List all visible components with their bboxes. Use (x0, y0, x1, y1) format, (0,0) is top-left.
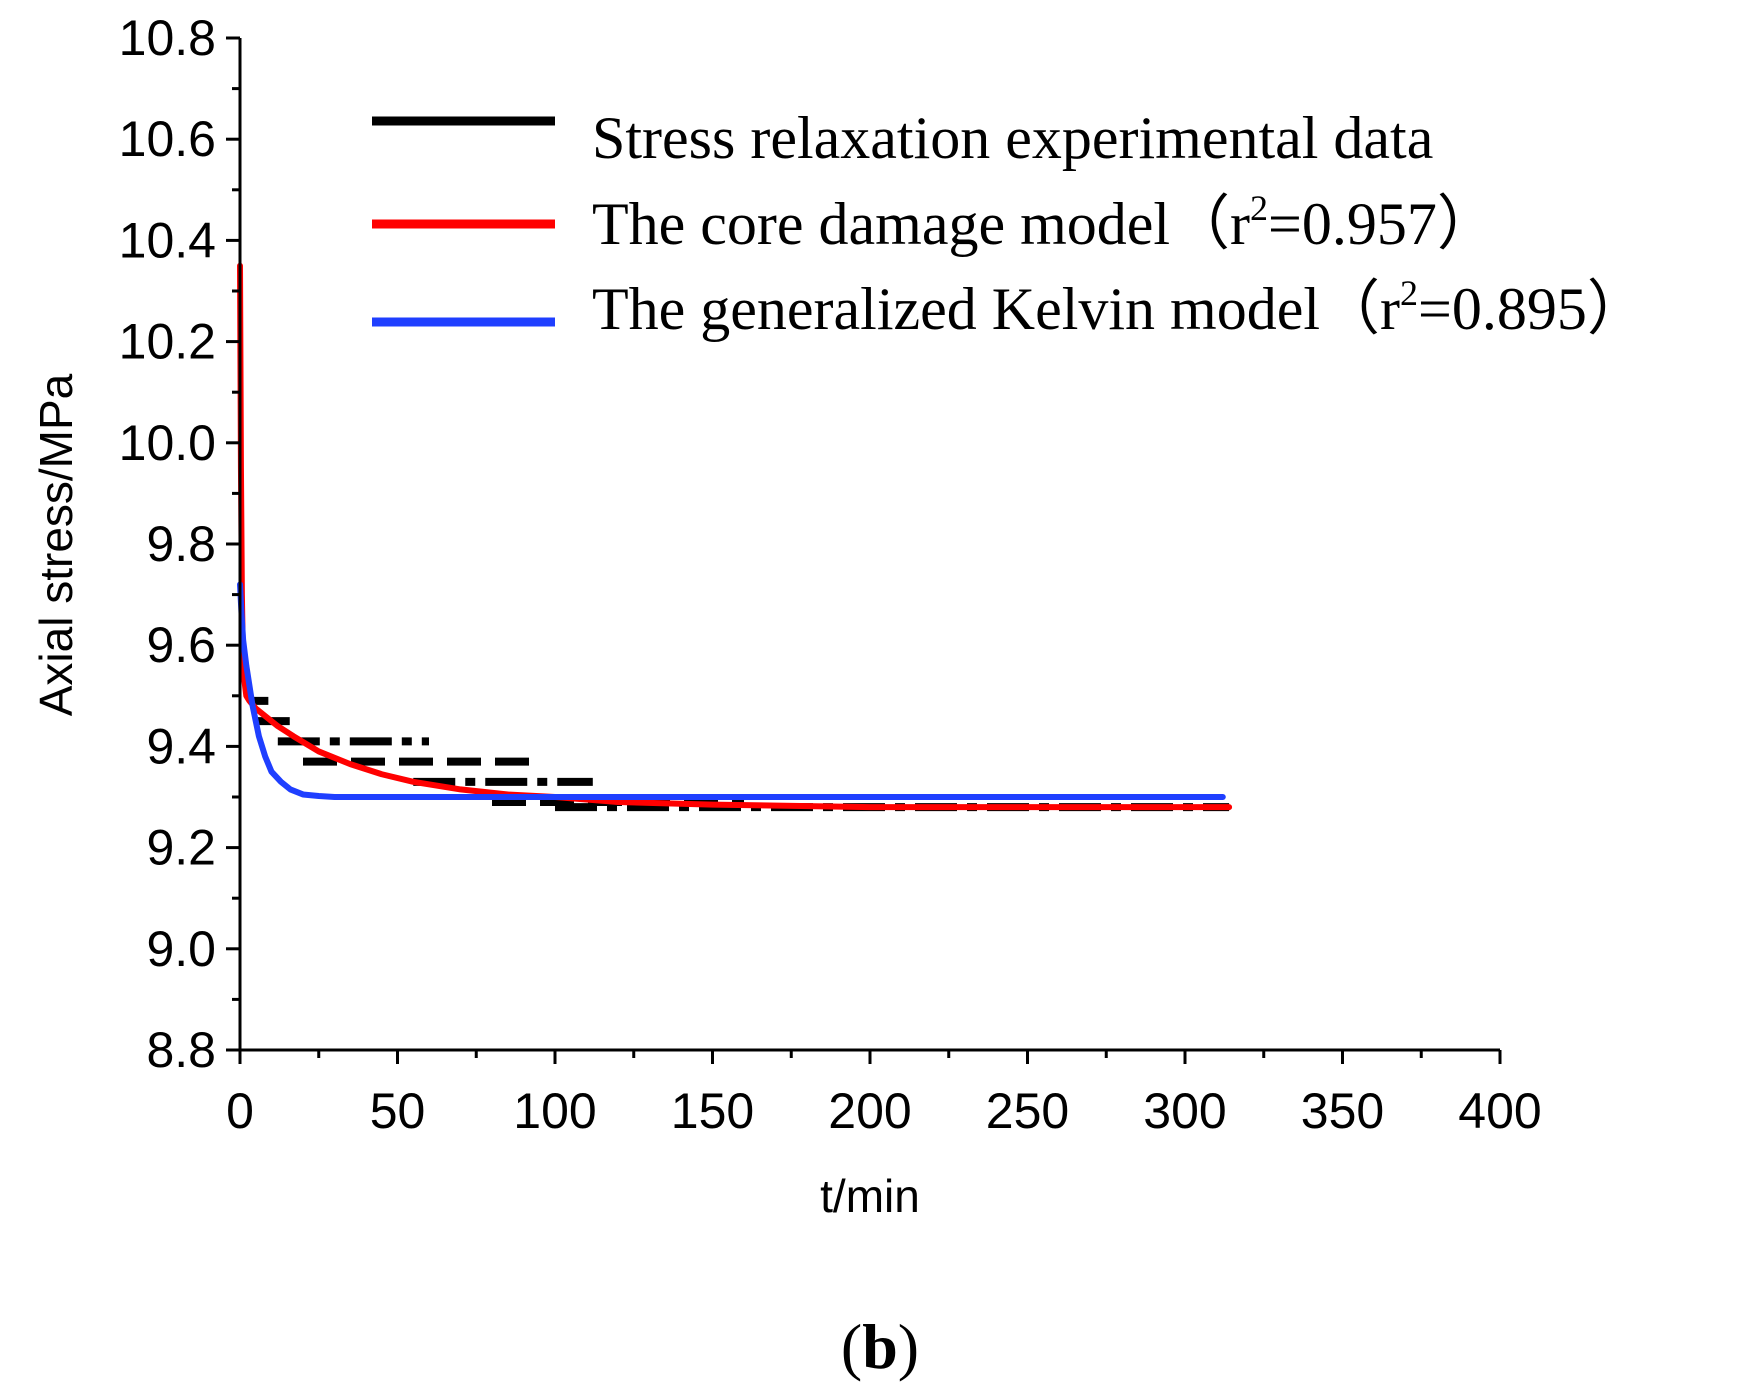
legend-kelvin-superscript: 2 (1400, 273, 1418, 313)
x-tick-label: 400 (1458, 1083, 1541, 1139)
legend-core-damage-text: The core damage model（r (592, 191, 1250, 257)
panel-label-letter: b (862, 1311, 898, 1382)
y-tick-label: 10.2 (119, 314, 216, 370)
x-tick-label: 250 (986, 1083, 1069, 1139)
legend-core-damage-superscript: 2 (1250, 188, 1268, 228)
legend-label-core-damage: The core damage model（r2=0.957） (592, 188, 1497, 257)
panel-label-open: ( (841, 1311, 862, 1382)
x-tick-label: 150 (671, 1083, 754, 1139)
y-ticks: 8.8 9.0 9.2 9.4 9.6 9.8 10.0 10.2 10.4 10.6 10.8 (119, 10, 240, 1078)
x-tick-label: 0 (226, 1083, 254, 1139)
legend-kelvin-r2: =0.895） (1418, 276, 1647, 342)
x-ticks: 0 50 100 150 200 250 300 350 400 (226, 1050, 1542, 1139)
panel-label-close: ) (898, 1311, 919, 1382)
kelvin-model-curve (237, 581, 1226, 800)
y-tick-label: 10.6 (119, 111, 216, 167)
x-axis-title: t/min (820, 1170, 920, 1222)
y-tick-label: 9.8 (146, 516, 216, 572)
legend: Stress relaxation experimental data The … (372, 105, 1647, 342)
y-tick-label: 9.6 (146, 617, 216, 673)
core-damage-model-curve (237, 262, 1233, 811)
x-tick-label: 300 (1143, 1083, 1226, 1139)
y-tick-label: 10.4 (119, 212, 216, 268)
y-tick-label: 9.2 (146, 820, 216, 876)
axes (238, 38, 1500, 1052)
x-tick-label: 50 (370, 1083, 426, 1139)
y-tick-label: 9.4 (146, 718, 216, 774)
x-tick-label: 200 (828, 1083, 911, 1139)
y-tick-label: 10.0 (119, 415, 216, 471)
y-axis-title: Axial stress/MPa (30, 373, 82, 716)
panel-label: (b) (841, 1311, 919, 1382)
y-tick-label: 10.8 (119, 10, 216, 66)
legend-label-kelvin: The generalized Kelvin model（r2=0.895） (592, 273, 1647, 342)
y-tick-label: 9.0 (146, 921, 216, 977)
x-tick-label: 100 (513, 1083, 596, 1139)
legend-label-experimental: Stress relaxation experimental data (592, 105, 1433, 171)
series-layer (237, 262, 1233, 812)
legend-core-damage-r2: =0.957） (1268, 191, 1497, 257)
y-tick-label: 8.8 (146, 1022, 216, 1078)
legend-kelvin-text: The generalized Kelvin model（r (592, 276, 1400, 342)
x-tick-label: 350 (1301, 1083, 1384, 1139)
